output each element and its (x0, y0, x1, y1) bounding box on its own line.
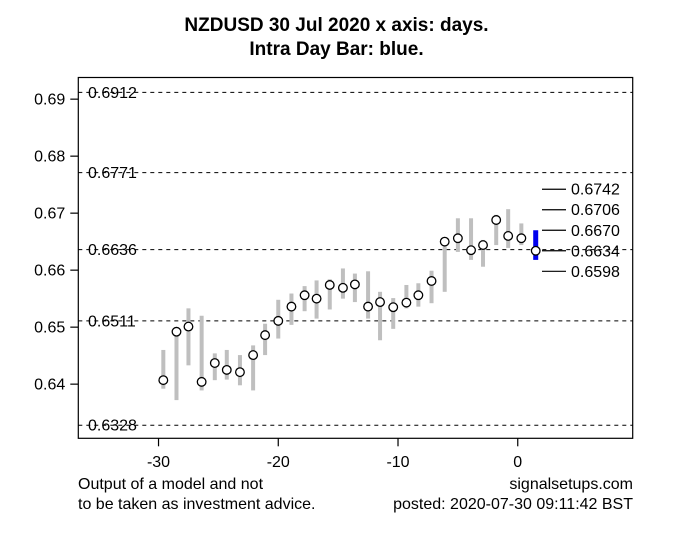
daily-bar (429, 270, 434, 304)
y-axis-tick-label: 0.67 (34, 206, 65, 223)
daily-bar (186, 308, 191, 366)
close-marker (478, 240, 488, 251)
x-axis-tick-label: -30 (147, 454, 170, 471)
y-axis-tick-label: 0.64 (34, 377, 65, 394)
y-axis-tick-label: 0.65 (34, 320, 65, 337)
close-marker (235, 367, 245, 378)
plot-border (77, 76, 634, 439)
daily-bar (469, 218, 474, 260)
daily-bar (251, 345, 256, 391)
daily-bar (391, 298, 396, 329)
disclaimer-line-1: Output of a model and not (78, 476, 264, 493)
price-level-label: 0.6706 (571, 202, 620, 219)
level-label: 0.6912 (88, 85, 137, 102)
close-marker (388, 302, 399, 313)
price-level-label: 0.6598 (571, 264, 620, 281)
price-level-label: 0.6670 (571, 223, 620, 240)
level-label: 0.6511 (88, 313, 136, 330)
price-level-label: 0.6742 (571, 182, 620, 199)
close-marker (439, 236, 450, 247)
close-marker (349, 279, 360, 290)
close-marker (503, 231, 514, 241)
intraday-close-marker (530, 245, 541, 256)
y-axis-tick-label: 0.66 (34, 263, 65, 280)
daily-bar (442, 238, 447, 292)
daily-bar (366, 271, 371, 319)
close-marker (324, 280, 335, 290)
price-level-label: 0.6634 (571, 243, 620, 260)
close-marker (158, 375, 169, 386)
level-label: 0.6328 (88, 418, 137, 435)
close-marker (273, 315, 284, 326)
close-marker (375, 297, 385, 308)
close-marker (337, 282, 348, 293)
daily-bar (174, 330, 179, 401)
close-marker (516, 233, 527, 244)
close-marker (413, 290, 424, 301)
close-marker (299, 290, 310, 301)
close-marker (171, 326, 182, 337)
daily-bar (199, 315, 204, 391)
close-marker (248, 350, 259, 361)
close-marker (183, 321, 194, 332)
level-label: 0.6636 (88, 242, 137, 259)
posted-timestamp: posted: 2020-07-30 09:11:42 BST (393, 496, 633, 513)
close-marker (452, 233, 463, 244)
close-marker (426, 276, 437, 286)
daily-bar (404, 284, 409, 309)
x-axis-tick-label: 0 (513, 454, 522, 471)
close-marker (221, 364, 232, 375)
intraday-bar (533, 230, 539, 260)
close-marker (491, 215, 502, 225)
close-marker (401, 297, 412, 308)
close-marker (286, 301, 297, 312)
daily-bar (481, 239, 486, 267)
daily-bar (494, 214, 499, 246)
daily-bar (224, 349, 229, 380)
daily-bar (506, 209, 511, 248)
website-label: signalsetups.com (509, 476, 633, 493)
close-marker (311, 293, 322, 304)
chart-title: NZDUSD 30 Jul 2020 x axis: days. (184, 15, 489, 36)
disclaimer-line-2: to be taken as investment advice. (78, 496, 316, 513)
y-axis-tick-label: 0.68 (34, 149, 65, 166)
close-marker (260, 330, 271, 341)
daily-bar (161, 349, 166, 389)
y-axis-tick-label: 0.69 (34, 92, 65, 109)
close-marker (209, 358, 220, 369)
daily-bar (327, 279, 332, 310)
x-axis-tick-label: -20 (267, 454, 290, 471)
close-marker (363, 301, 374, 312)
level-label: 0.6771 (88, 165, 137, 182)
daily-bar (378, 291, 383, 341)
close-marker (196, 376, 207, 387)
close-marker (466, 245, 476, 256)
x-axis-tick-label: -10 (386, 454, 409, 471)
chart-subtitle: Intra Day Bar: blue. (249, 39, 424, 60)
